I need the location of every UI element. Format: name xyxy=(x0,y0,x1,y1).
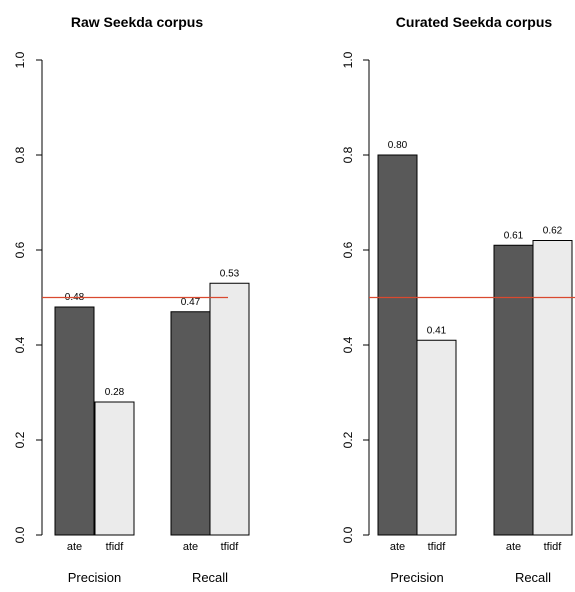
bar-precision-ate xyxy=(54,306,95,536)
bar-recall-ate xyxy=(170,311,211,536)
x-method-label: ate xyxy=(506,541,521,553)
chart-title: Curated Seekda corpus xyxy=(396,14,553,30)
y-tick-label: 0.4 xyxy=(13,336,27,353)
chart-title: Raw Seekda corpus xyxy=(71,14,203,30)
bar-precision-ate xyxy=(377,154,418,536)
y-tick-label: 0.2 xyxy=(341,431,355,448)
bar-recall-tfidf xyxy=(532,240,573,536)
x-group-label: Precision xyxy=(390,570,443,585)
x-method-label: tfidf xyxy=(221,541,240,553)
x-method-label: tfidf xyxy=(428,541,447,553)
bar-value-label: 0.80 xyxy=(388,140,408,151)
x-method-label: ate xyxy=(67,541,82,553)
y-tick-label: 0.2 xyxy=(13,431,27,448)
bar-precision-tfidf xyxy=(416,339,457,536)
y-tick-label: 0.0 xyxy=(341,526,355,543)
y-tick-label: 1.0 xyxy=(13,51,27,68)
x-method-label: tfidf xyxy=(106,541,125,553)
x-group-label: Recall xyxy=(192,570,228,585)
x-group-label: Recall xyxy=(515,570,551,585)
bar-recall-tfidf xyxy=(209,282,250,536)
bar-value-label: 0.28 xyxy=(105,387,125,398)
bar-precision-tfidf xyxy=(94,401,135,536)
x-group-label: Precision xyxy=(68,570,121,585)
y-tick-label: 0.6 xyxy=(13,241,27,258)
bar-value-label: 0.53 xyxy=(220,268,240,279)
y-tick-label: 0.8 xyxy=(341,146,355,163)
bar-value-label: 0.47 xyxy=(181,297,201,308)
x-method-label: ate xyxy=(390,541,405,553)
bar-value-label: 0.61 xyxy=(504,230,524,241)
chart-panel-2: Curated Seekda corpus 0.0 0.2 0.4 0.6 0.8 1.0 0… xyxy=(341,14,575,585)
bar-value-label: 0.41 xyxy=(427,325,447,336)
y-tick-label: 0.0 xyxy=(13,526,27,543)
x-method-label: tfidf xyxy=(544,541,563,553)
bar-value-label: 0.62 xyxy=(543,226,563,237)
bar-recall-ate xyxy=(493,244,534,536)
y-tick-label: 0.6 xyxy=(341,241,355,258)
y-tick-label: 1.0 xyxy=(341,51,355,68)
chart-panel-1: Raw Seekda corpus0.00.20.40.60.81.00.48a… xyxy=(13,14,250,585)
y-tick-label: 0.4 xyxy=(341,336,355,353)
y-tick-label: 0.8 xyxy=(13,146,27,163)
x-method-label: ate xyxy=(183,541,198,553)
